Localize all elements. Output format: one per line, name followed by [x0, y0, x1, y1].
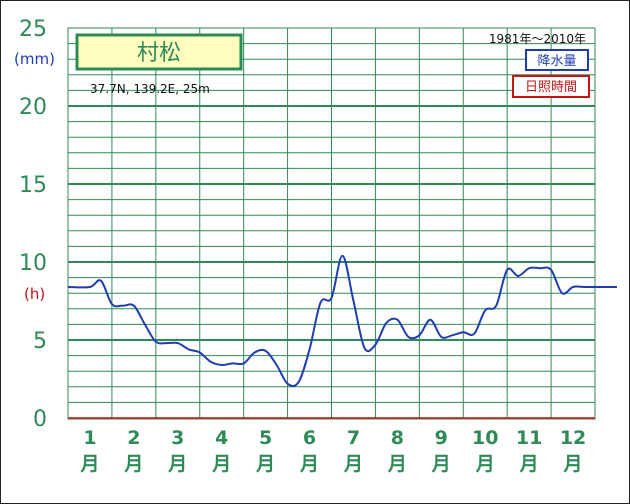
x-tick-label-month-number: 9: [435, 427, 448, 449]
x-tick-label-month-number: 11: [516, 427, 542, 449]
x-tick-label-month-char: 月: [387, 453, 407, 475]
x-tick-label-month-number: 5: [259, 427, 272, 449]
x-tick-label-month-char: 月: [211, 453, 231, 475]
x-tick-label-month-number: 8: [391, 427, 404, 449]
y-tick-label: 25: [19, 17, 47, 42]
legend-sunshine-label: 日照時間: [525, 80, 577, 95]
station-title: 村松: [137, 41, 181, 66]
x-tick-labels: 1 月 2 月 3 月 4 月 5 月 6 月 7 月 8 月 9 月 10 月 11 月 12 月: [79, 427, 586, 475]
x-tick-label-month-char: 月: [167, 453, 187, 475]
x-tick-label-month-char: 月: [255, 453, 275, 475]
x-tick-label-month-char: 月: [343, 453, 363, 475]
x-tick-label-month-number: 2: [127, 427, 140, 449]
series-line-precipitation: [67, 254, 617, 388]
y-tick-label: 0: [33, 407, 47, 432]
y-tick-label: 15: [19, 173, 47, 198]
x-tick-label-month-number: 6: [303, 427, 316, 449]
x-tick-label-month-char: 月: [299, 453, 319, 475]
unit-label-h: (h): [24, 285, 45, 303]
y-tick-label: 20: [19, 95, 47, 120]
legend-precip-label: 降水量: [537, 54, 576, 69]
unit-label-mm: (mm): [14, 50, 55, 68]
x-tick-label-month-number: 12: [560, 427, 586, 449]
x-tick-label-month-char: 月: [519, 453, 539, 475]
x-tick-label-month-char: 月: [79, 453, 99, 475]
x-tick-label-month-char: 月: [563, 453, 583, 475]
legend-precip-box: [525, 49, 589, 71]
x-tick-label-month-number: 3: [171, 427, 184, 449]
x-tick-label-month-number: 10: [472, 427, 498, 449]
station-location: 37.7N, 139.2E, 25m: [90, 82, 210, 96]
y-tick-labels: 0 5 10 15 20 25: [19, 17, 47, 432]
period-label: 1981年〜2010年: [489, 32, 586, 46]
legend-sunshine-box: [512, 75, 590, 98]
y-tick-label: 5: [33, 329, 47, 354]
y-tick-label: 10: [19, 251, 47, 276]
x-tick-label-month-char: 月: [475, 453, 495, 475]
x-tick-label-month-number: 4: [215, 427, 228, 449]
station-title-box: [75, 33, 243, 71]
x-tick-label-month-char: 月: [123, 453, 143, 475]
x-tick-label-month-number: 7: [347, 427, 360, 449]
x-tick-label-month-char: 月: [431, 453, 451, 475]
x-tick-label-month-number: 1: [83, 427, 96, 449]
